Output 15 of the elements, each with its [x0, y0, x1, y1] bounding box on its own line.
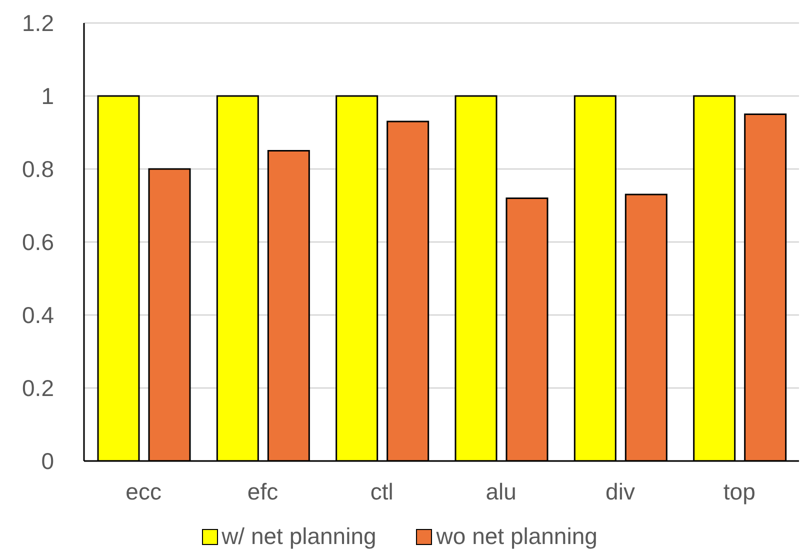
- x-tick-label: top: [723, 478, 756, 504]
- y-tick-label: 0.2: [22, 375, 54, 402]
- y-tick-label: 0: [41, 448, 54, 474]
- x-tick-label: ecc: [126, 478, 162, 504]
- y-tick-label: 1.2: [22, 10, 54, 36]
- y-tick-label: 0.8: [22, 156, 54, 182]
- legend-label: w/ net planning: [222, 523, 376, 550]
- x-tick-label: div: [606, 478, 636, 504]
- x-tick-label: ctl: [370, 478, 394, 504]
- y-tick-label: 1: [41, 83, 54, 110]
- x-tick-label: efc: [247, 478, 278, 504]
- x-tick-label: alu: [486, 478, 516, 504]
- y-tick-label: 0.6: [22, 229, 54, 256]
- legend-label: wo net planning: [436, 523, 598, 550]
- y-tick-label: 0.4: [22, 302, 54, 328]
